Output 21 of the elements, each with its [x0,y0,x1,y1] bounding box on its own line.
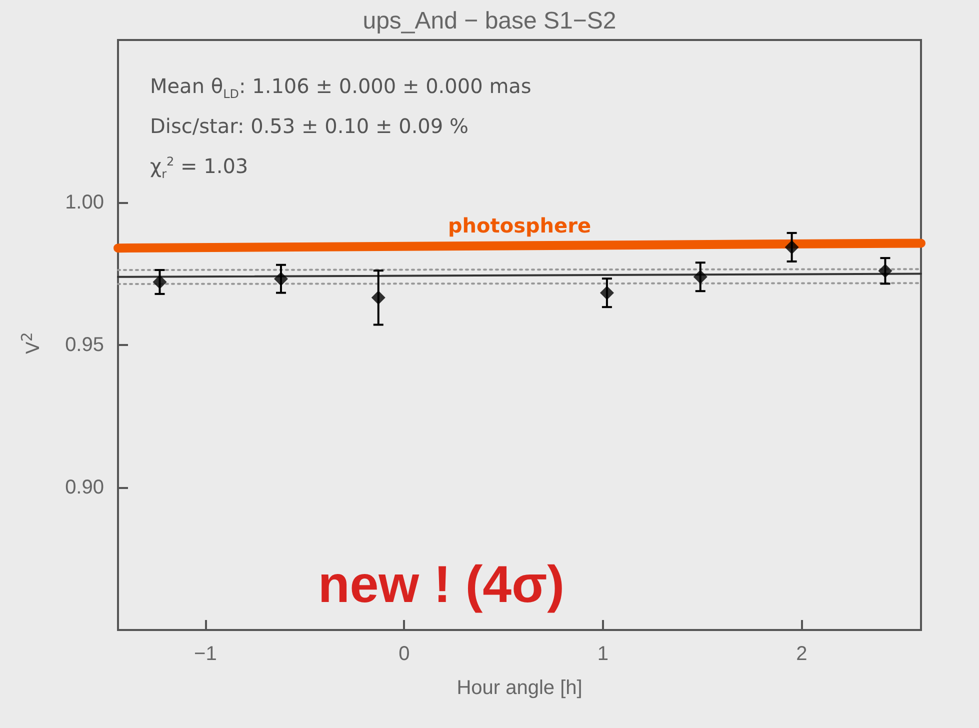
y-tick-label: 1.00 [65,191,104,214]
point [600,286,614,300]
x-tick-label: 0 [398,643,410,665]
annotation: Mean θ$_{LD}$: 1.106 ± 0.000 ± 0.000 mas [150,74,532,101]
point [784,240,799,254]
y-tick-label: 0.95 [65,334,104,356]
point [693,270,708,284]
point [274,272,288,286]
point [878,264,892,278]
x-tick-label: 1 [597,643,609,665]
y-tick-label: 0.90 [65,476,104,498]
series-label: photosphere [448,214,592,238]
annotation: Disc/star: 0.53 ± 0.10 ± 0.09 % [150,114,468,138]
annotation: χ$_{r}$$^{2}$ = 1.03 [150,154,248,181]
point [152,274,167,289]
annotation: new ! (4σ) [318,555,564,615]
point [371,290,386,305]
x-tick-label: 2 [796,643,808,665]
chart-title: ups_And − base S1−S2 [362,8,616,34]
x-axis-title: Hour angle [h] [456,677,582,699]
x-tick-label: −1 [194,643,217,665]
